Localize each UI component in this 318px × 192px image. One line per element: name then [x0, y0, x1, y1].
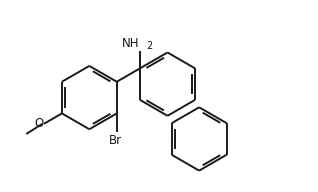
Text: Br: Br: [109, 134, 122, 147]
Text: 2: 2: [146, 41, 152, 50]
Text: NH: NH: [122, 37, 139, 50]
Text: O: O: [35, 117, 44, 130]
